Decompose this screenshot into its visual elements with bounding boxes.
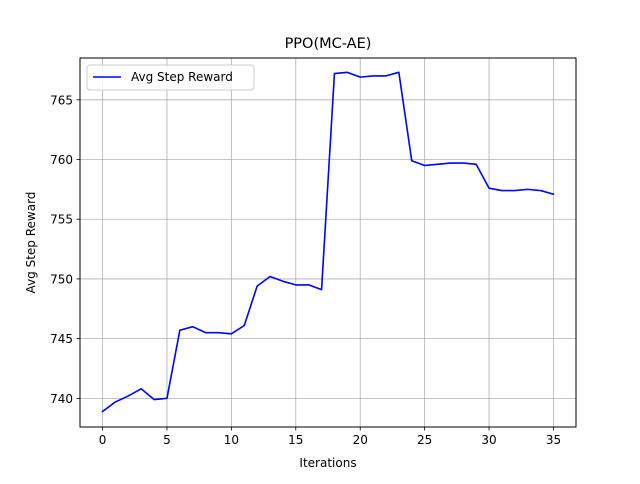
y-tick-label: 760 — [50, 153, 73, 167]
x-tick-label: 30 — [481, 433, 496, 447]
y-tick-label: 750 — [50, 272, 73, 286]
y-tick-label: 765 — [50, 93, 73, 107]
series-layer — [101, 71, 555, 413]
x-tick-label: 25 — [417, 433, 432, 447]
x-tick-label: 10 — [224, 433, 239, 447]
y-axis-label: Avg Step Reward — [24, 192, 38, 294]
y-tick-label: 745 — [50, 332, 73, 346]
legend-box — [86, 64, 255, 91]
legend: Avg Step Reward — [86, 64, 255, 91]
ticks: 0 5 10 15 20 25 30 35 740 745 750 755 760 765 — [50, 93, 561, 447]
x-tick-label: 20 — [353, 433, 368, 447]
y-tick-label: 755 — [50, 213, 73, 227]
series-line-avg-step-reward — [101, 71, 555, 413]
x-tick-label: 5 — [163, 433, 171, 447]
y-tick-label: 740 — [50, 392, 73, 406]
x-tick-label: 0 — [99, 433, 107, 447]
x-tick-label: 35 — [546, 433, 561, 447]
x-tick-label: 15 — [288, 433, 303, 447]
x-axis-label: Iterations — [299, 456, 356, 470]
legend-label: Avg Step Reward — [131, 70, 233, 84]
axes-frame — [79, 57, 577, 428]
chart-title: PPO(MC-AE) — [285, 36, 372, 52]
